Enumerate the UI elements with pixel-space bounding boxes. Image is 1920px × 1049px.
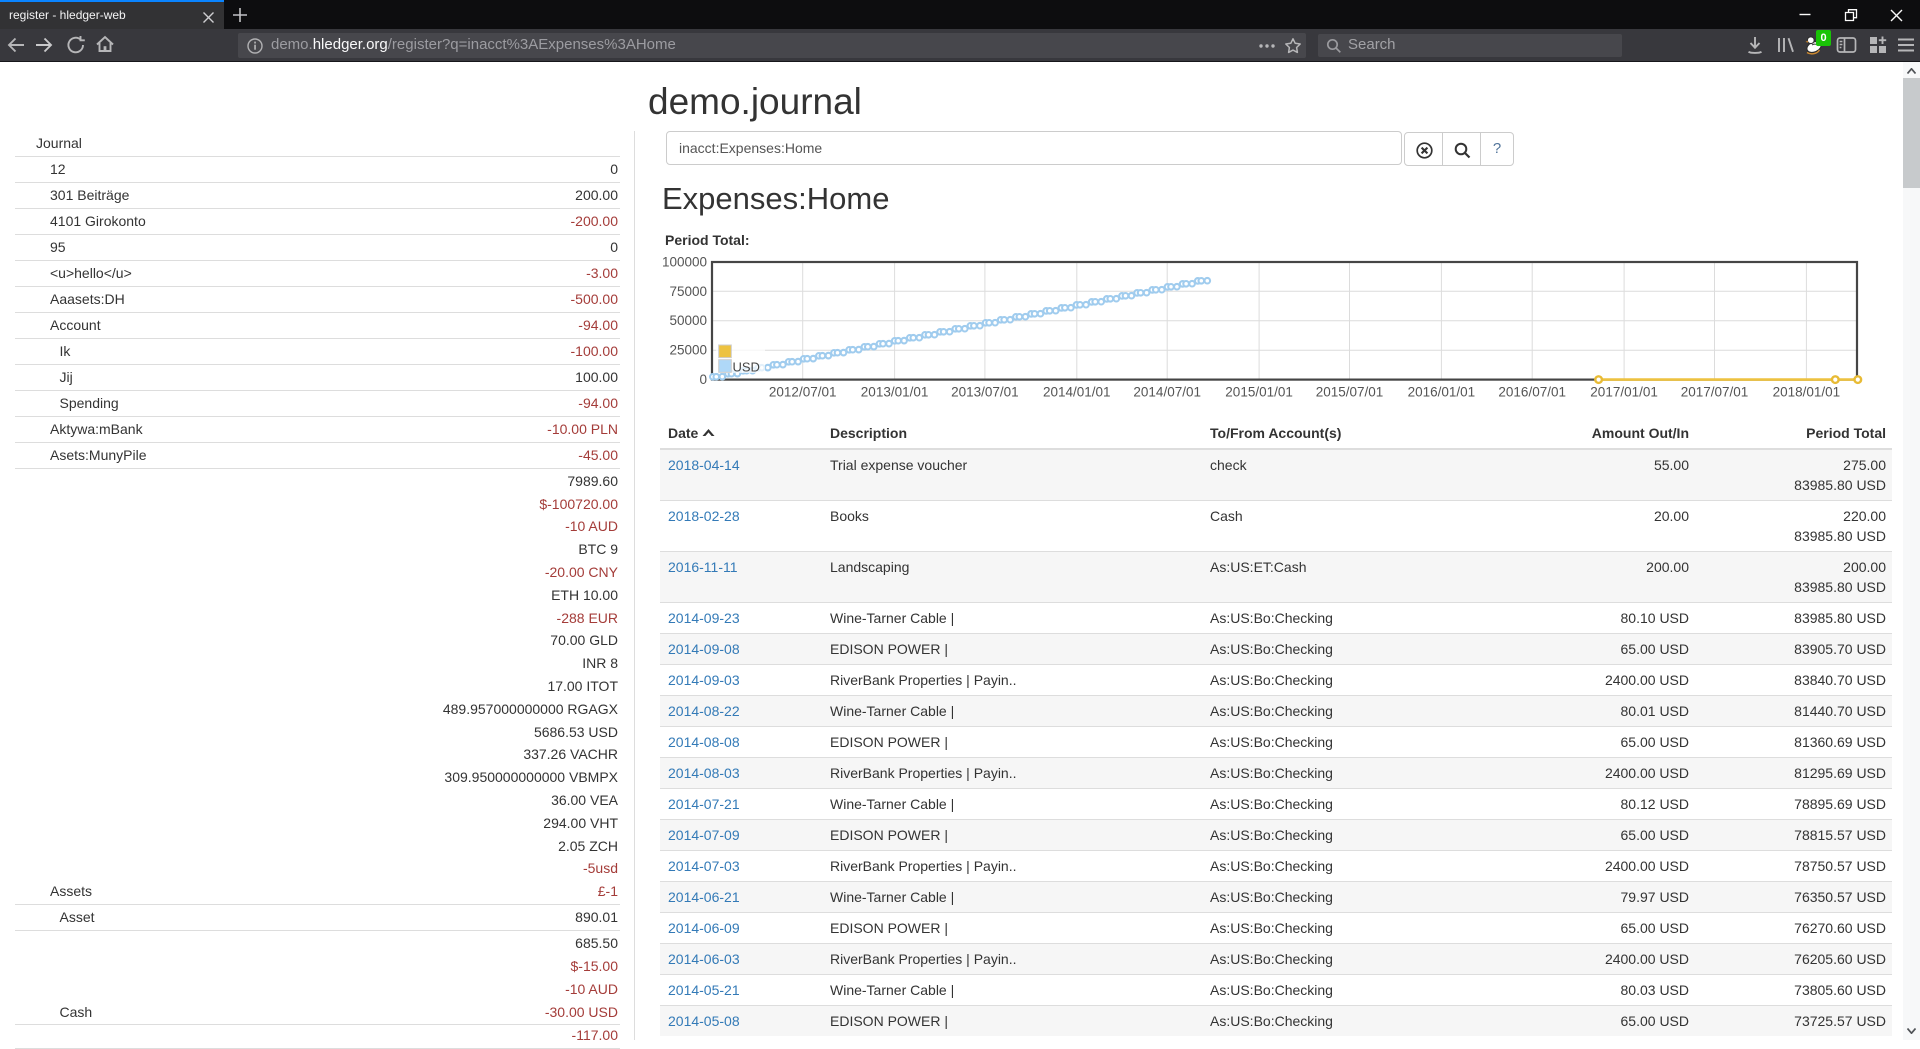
svg-text:75000: 75000 — [669, 284, 707, 299]
svg-text:2013/07/01: 2013/07/01 — [951, 385, 1019, 400]
svg-text:2016/01/01: 2016/01/01 — [1408, 385, 1476, 400]
svg-text:2017/07/01: 2017/07/01 — [1681, 385, 1749, 400]
svg-text:2017/01/01: 2017/01/01 — [1590, 385, 1658, 400]
svg-text:USD: USD — [733, 360, 760, 375]
svg-text:2012/07/01: 2012/07/01 — [769, 385, 837, 400]
svg-text:2014/01/01: 2014/01/01 — [1043, 385, 1111, 400]
svg-text:2014/07/01: 2014/07/01 — [1133, 385, 1201, 400]
svg-text:2013/01/01: 2013/01/01 — [861, 385, 929, 400]
svg-text:100000: 100000 — [662, 254, 707, 269]
svg-text:50000: 50000 — [669, 313, 707, 328]
svg-text:25000: 25000 — [669, 343, 707, 358]
svg-text:2015/07/01: 2015/07/01 — [1316, 385, 1384, 400]
svg-text:0: 0 — [699, 372, 707, 387]
svg-text:2018/01/01: 2018/01/01 — [1773, 385, 1841, 400]
svg-text:2016/07/01: 2016/07/01 — [1498, 385, 1566, 400]
svg-text:2015/01/01: 2015/01/01 — [1225, 385, 1293, 400]
